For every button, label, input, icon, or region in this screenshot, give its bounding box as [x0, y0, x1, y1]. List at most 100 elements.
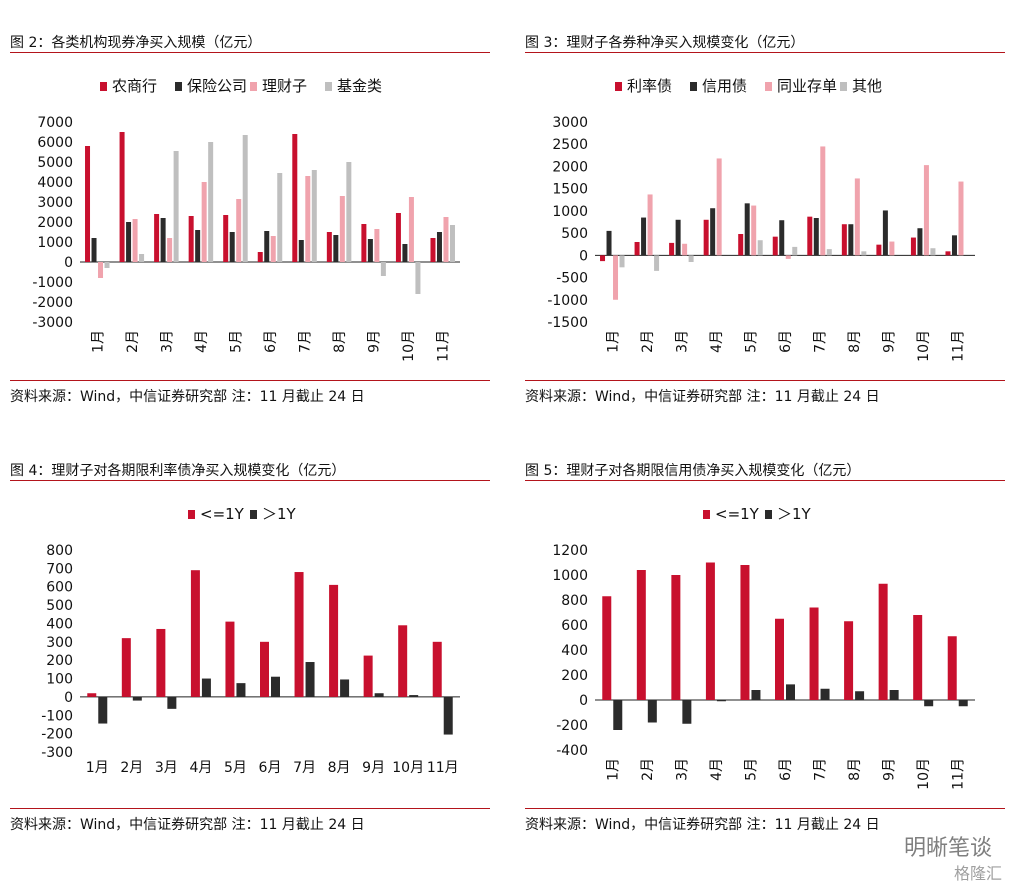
x-tick-label: 9月	[362, 760, 385, 776]
y-tick-label: 800	[561, 593, 588, 609]
bar	[298, 240, 304, 262]
legend-item: 农商行	[100, 77, 157, 95]
bar	[374, 229, 380, 262]
legend-swatch	[703, 510, 710, 519]
y-tick-label: 1500	[552, 182, 588, 198]
bar	[87, 693, 97, 697]
legend-swatch	[250, 82, 257, 91]
source-divider	[525, 380, 1005, 381]
chart-panel-fig2: 图 2：各类机构现券净买入规模（亿元） 农商行 保险公司 理财子 基金类 -3000 -2…	[10, 32, 490, 442]
y-tick-label: 1000	[552, 204, 588, 220]
x-tick-label: 7月	[813, 330, 829, 353]
title-divider	[10, 52, 490, 53]
y-tick-label: 3000	[552, 115, 588, 131]
x-tick-label: 2月	[640, 330, 656, 353]
bar	[945, 251, 951, 256]
x-tick-label: 3月	[155, 760, 178, 776]
bar	[398, 625, 408, 697]
bar	[854, 178, 860, 256]
bar	[305, 176, 311, 262]
bar	[195, 230, 201, 262]
bar	[675, 219, 681, 256]
y-tick-label: 3000	[37, 195, 73, 211]
legend-item: <=1Y	[703, 505, 760, 523]
bar	[647, 194, 653, 256]
bar	[160, 218, 166, 262]
bar	[374, 693, 384, 697]
legend-item: 保险公司	[175, 77, 247, 95]
y-tick-label: 700	[46, 561, 73, 577]
y-tick-label: 400	[46, 616, 73, 632]
x-tick-label: 6月	[778, 758, 794, 781]
bar	[436, 232, 442, 262]
x-tick-label: 7月	[293, 760, 316, 776]
y-tick-label: -1000	[32, 275, 73, 291]
bar	[876, 244, 882, 256]
source-divider	[10, 380, 490, 381]
x-tick-label: 1月	[605, 330, 621, 353]
bar	[786, 684, 795, 700]
bar	[395, 213, 401, 262]
bar	[705, 562, 715, 700]
y-tick-label: 800	[46, 543, 73, 559]
y-tick-label: 0	[579, 693, 588, 709]
bar	[861, 251, 867, 256]
y-tick-label: -1000	[547, 293, 588, 309]
x-tick-label: 10月	[916, 330, 932, 362]
bar	[951, 235, 957, 256]
chart-panel-fig3: 图 3：理财子各券种净买入规模变化（亿元） 利率债 信用债 同业存单 其他 -1500 -…	[525, 32, 1005, 442]
y-tick-label: 1000	[37, 235, 73, 251]
y-tick-label: -2000	[32, 295, 73, 311]
source-note: 资料来源：Wind，中信证券研究部 注：11 月截止 24 日	[10, 389, 365, 405]
legend-item: 信用债	[690, 77, 747, 95]
bar	[294, 572, 304, 697]
x-tick-label: 5月	[743, 758, 759, 781]
bar	[430, 238, 436, 262]
x-tick-label: 10月	[916, 758, 932, 790]
bar	[757, 240, 763, 256]
legend-swatch	[840, 82, 847, 91]
bar	[606, 230, 612, 256]
y-tick-label: 2000	[37, 215, 73, 231]
y-tick-label: 300	[46, 635, 73, 651]
legend-label: 保险公司	[187, 77, 247, 95]
bar	[225, 621, 235, 697]
bar	[260, 641, 269, 697]
bar	[779, 220, 785, 256]
bar	[619, 255, 625, 268]
x-tick-label: 8月	[847, 330, 863, 353]
bar	[190, 570, 200, 697]
x-tick-label: 1月	[90, 330, 106, 353]
bar	[270, 236, 276, 262]
bar	[910, 237, 916, 256]
bar	[740, 565, 750, 700]
watermark: 明晰笔谈	[903, 836, 992, 861]
bar	[600, 255, 606, 262]
bar	[958, 181, 964, 256]
x-tick-label: 4月	[709, 330, 725, 353]
y-tick-label: 2000	[552, 159, 588, 175]
bar	[738, 234, 744, 256]
bar	[409, 695, 419, 697]
x-tick-label: 10月	[392, 760, 424, 776]
bar	[91, 238, 97, 262]
title-divider	[525, 480, 1005, 481]
y-tick-label: 200	[561, 668, 588, 684]
legend-item: 基金类	[325, 77, 382, 95]
bar	[913, 615, 923, 700]
bar	[443, 696, 453, 735]
bar	[132, 696, 142, 701]
x-tick-label: 6月	[778, 330, 794, 353]
bar	[703, 219, 709, 256]
x-tick-label: 10月	[401, 330, 417, 362]
bar	[924, 700, 934, 707]
legend-item: 利率债	[615, 77, 672, 95]
y-tick-label: 500	[561, 226, 588, 242]
y-tick-label: 100	[46, 672, 73, 688]
bar	[201, 182, 207, 262]
legend-item: ＞1Y	[250, 505, 297, 523]
chart-title: 图 3：理财子各券种净买入规模变化（亿元）	[525, 35, 805, 51]
legend-label: ＞1Y	[262, 505, 297, 523]
bar	[602, 596, 612, 700]
chart-title: 图 2：各类机构现券净买入规模（亿元）	[10, 35, 262, 51]
